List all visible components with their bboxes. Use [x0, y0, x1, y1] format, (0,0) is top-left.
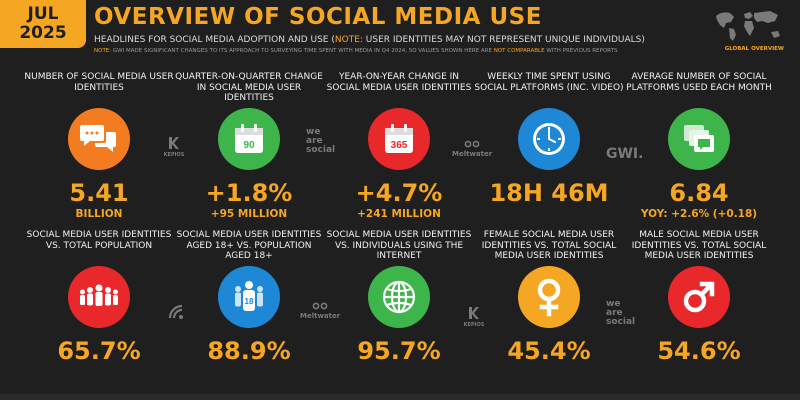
meltwater-logo-text: Meltwater	[452, 150, 493, 158]
people-icon-text: 18	[245, 297, 254, 306]
stat-sub: +241 MILLION	[357, 208, 441, 220]
stat-value: 88.9%	[207, 337, 291, 365]
signal-mark-icon	[168, 304, 183, 319]
stat-value: 54.6%	[657, 337, 741, 365]
stat-circle	[668, 266, 730, 328]
calendar-365-icon: 365	[385, 124, 413, 153]
note-highlight: NOT COMPARABLE	[493, 48, 545, 54]
stat-circle	[68, 108, 130, 170]
calendar-90-icon: 90	[235, 124, 263, 153]
stat-circle: 18	[218, 266, 280, 328]
stat-label: WEEKLY TIME SPENT USING SOCIAL PLATFORMS…	[474, 72, 624, 93]
wearesocial-text-1: we	[606, 299, 621, 309]
people-18-icon: 18	[235, 281, 263, 311]
stat-sub: +95 MILLION	[210, 208, 288, 220]
stat-sub: YOY: +2.6% (+0.18)	[640, 208, 758, 220]
meltwater-mark-icon	[312, 302, 328, 310]
wearesocial-logo: we are social	[306, 128, 346, 155]
stat-circle	[668, 108, 730, 170]
subtitle-text-a: HEADLINES FOR SOCIAL MEDIA ADOPTION AND …	[94, 35, 335, 45]
stat-value: 18H 46M	[489, 179, 609, 207]
calendar-icon-text: 365	[391, 140, 408, 151]
stat-label: SOCIAL MEDIA USER IDENTITIES vs. INDIVID…	[326, 230, 472, 261]
wearesocial-text-2: are	[306, 136, 323, 146]
stat-circle	[518, 266, 580, 328]
date-year: 2025	[19, 23, 67, 43]
stat-circle	[368, 266, 430, 328]
clock-icon	[533, 123, 565, 155]
kepios-logo-text: KEPIOS	[163, 152, 185, 158]
stat-circle	[518, 108, 580, 170]
stat-value: 6.84	[669, 179, 729, 207]
gwi-logo: GWI.	[606, 146, 644, 162]
stat-label: NUMBER OF SOCIAL MEDIA USER IDENTITIES	[24, 72, 174, 93]
stat-value: +1.8%	[205, 179, 293, 207]
date-month: JUL	[27, 4, 59, 24]
kepios-logo: KEPIOS	[163, 136, 185, 158]
wearesocial-text-2: are	[606, 308, 623, 318]
stat-label: QUARTER-ON-QUARTER CHANGE IN SOCIAL MEDI…	[175, 72, 323, 103]
wearesocial-logo-2: we are social	[606, 300, 646, 327]
stat-label: AVERAGE NUMBER OF SOCIAL PLATFORMS USED …	[626, 72, 772, 93]
stat-circle: 90	[218, 108, 280, 170]
stat-avg-platforms: AVERAGE NUMBER OF SOCIAL PLATFORMS USED …	[624, 72, 774, 220]
kepios-logo-text: KEPIOS	[463, 322, 485, 328]
page-title: OVERVIEW OF SOCIAL MEDIA USE	[94, 4, 542, 30]
stat-circle: 365	[368, 108, 430, 170]
calendar-icon-text: 90	[243, 140, 255, 151]
world-map-icon	[716, 11, 780, 41]
stat-value: 65.7%	[57, 337, 141, 365]
stat-vs-internet-users: SOCIAL MEDIA USER IDENTITIES vs. INDIVID…	[324, 230, 474, 364]
partner-logo	[164, 302, 188, 326]
stat-label: MALE SOCIAL MEDIA USER IDENTITIES vs. TO…	[631, 230, 767, 261]
male-symbol-icon	[683, 281, 715, 313]
footer-bar	[0, 394, 800, 400]
female-symbol-icon	[537, 278, 561, 317]
stat-sub: BILLION	[75, 208, 123, 220]
subtitle-note-label: NOTE:	[334, 35, 363, 45]
stat-circle	[68, 266, 130, 328]
kepios-mark-icon	[469, 307, 479, 319]
region-label: GLOBAL OVERVIEW	[724, 46, 784, 52]
stat-value: 5.41	[69, 179, 129, 207]
stacked-windows-icon	[684, 125, 714, 152]
stat-value: +4.7%	[355, 179, 443, 207]
page-subtitle: HEADLINES FOR SOCIAL MEDIA ADOPTION AND …	[94, 35, 645, 45]
stat-label: SOCIAL MEDIA USER IDENTITIES AGED 18+ vs…	[176, 230, 322, 261]
stat-female-share: FEMALE SOCIAL MEDIA USER IDENTITIES vs. …	[474, 230, 624, 364]
meltwater-logo: Meltwater	[452, 140, 492, 158]
stat-social-media-users: NUMBER OF SOCIAL MEDIA USER IDENTITIES 5…	[24, 72, 174, 220]
stat-aged-18-plus: SOCIAL MEDIA USER IDENTITIES AGED 18+ vs…	[174, 230, 324, 364]
stat-value: 95.7%	[357, 337, 441, 365]
subtitle-text-b: USER IDENTITIES MAY NOT REPRESENT UNIQUE…	[362, 35, 645, 45]
stat-vs-population: SOCIAL MEDIA USER IDENTITIES vs. TOTAL P…	[24, 230, 174, 364]
wearesocial-text-1: we	[306, 127, 321, 137]
note-label: NOTE:	[94, 48, 112, 54]
note-text-b: WITH PREVIOUS REPORTS	[544, 48, 618, 54]
wearesocial-text-3: social	[606, 317, 636, 327]
stat-weekly-time: WEEKLY TIME SPENT USING SOCIAL PLATFORMS…	[474, 72, 624, 208]
stat-yoy-change: YEAR-ON-YEAR CHANGE IN SOCIAL MEDIA USER…	[324, 72, 474, 220]
chat-bubbles-icon	[80, 125, 116, 152]
stat-qoq-change: QUARTER-ON-QUARTER CHANGE IN SOCIAL MEDI…	[174, 72, 324, 220]
meltwater-mark-icon	[464, 140, 480, 148]
stat-label: YEAR-ON-YEAR CHANGE IN SOCIAL MEDIA USER…	[326, 72, 472, 93]
stat-male-share: MALE SOCIAL MEDIA USER IDENTITIES vs. TO…	[624, 230, 774, 364]
date-badge: JUL 2025	[0, 0, 86, 48]
stat-label: SOCIAL MEDIA USER IDENTITIES vs. TOTAL P…	[26, 230, 172, 251]
note-text-a: GWI MADE SIGNIFICANT CHANGES TO ITS APPR…	[111, 48, 494, 54]
kepios-logo-2: KEPIOS	[463, 306, 485, 328]
kepios-mark-icon	[169, 137, 179, 149]
meltwater-logo-2: Meltwater	[300, 302, 340, 320]
meltwater-logo-text: Meltwater	[300, 312, 341, 320]
stat-label: FEMALE SOCIAL MEDIA USER IDENTITIES vs. …	[481, 230, 617, 261]
stat-value: 45.4%	[507, 337, 591, 365]
wearesocial-text-3: social	[306, 145, 336, 155]
globe-icon	[382, 280, 416, 314]
people-group-icon	[80, 284, 118, 306]
methodology-note: NOTE: GWI MADE SIGNIFICANT CHANGES TO IT…	[94, 48, 617, 54]
